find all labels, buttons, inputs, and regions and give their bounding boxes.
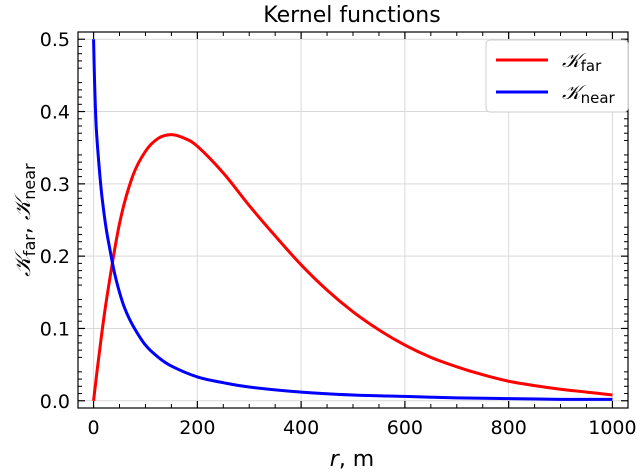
x-axis-unit: , m [339, 447, 374, 472]
y-tick-label: 0.5 [40, 29, 70, 51]
x-tick-label: 1000 [588, 417, 636, 439]
x-tick-label: 800 [491, 417, 527, 439]
series-lines [92, 39, 613, 401]
series-line-far [92, 133, 613, 401]
legend: 𝒦far 𝒦near [485, 39, 629, 113]
y-tick-label: 0.2 [40, 246, 70, 268]
chart-title: Kernel functions [263, 3, 440, 28]
x-axis-variable: r [330, 447, 341, 472]
tick-labels: 0 200 400 600 800 1000 0.0 0.1 0.2 0.3 0.4 0.5 [40, 29, 637, 439]
x-tick-label: 600 [387, 417, 423, 439]
y-axis-separator: , [11, 220, 36, 234]
series-line-near [92, 39, 613, 401]
y-axis-label: 𝒦far, 𝒦near [11, 163, 39, 277]
y-axis-sub-far: far [20, 234, 39, 256]
x-axis-label: r, m [330, 447, 374, 472]
y-tick-label: 0.1 [40, 318, 70, 340]
y-tick-label: 0.0 [40, 391, 70, 413]
y-tick-label: 0.4 [40, 102, 70, 124]
x-tick-label: 200 [179, 417, 215, 439]
legend-box [485, 39, 629, 113]
x-tick-label: 0 [88, 417, 100, 439]
y-tick-label: 0.3 [40, 174, 70, 196]
x-tick-label: 400 [283, 417, 319, 439]
y-axis-sub-near: near [20, 163, 39, 200]
